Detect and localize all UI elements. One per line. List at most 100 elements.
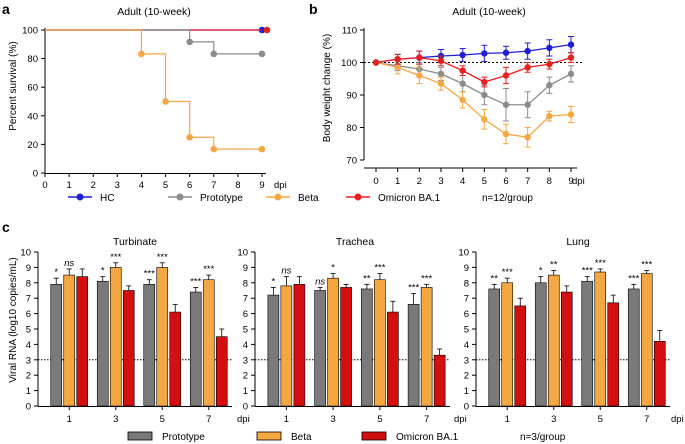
legend-marker-beta — [274, 193, 282, 201]
turbinate-y-tick-label: 2 — [26, 371, 31, 382]
trachea-significance-label: *** — [408, 283, 419, 294]
legend-label-omicron: Omicron BA.1 — [378, 193, 441, 204]
survival-point — [263, 26, 271, 34]
weight-x-tick-label: 7 — [525, 176, 530, 187]
weight-point — [459, 80, 466, 87]
legend-marker-omicron — [354, 193, 362, 201]
lung-y-tick-label: 5 — [464, 325, 469, 336]
trachea-y-tick-label: 9 — [243, 263, 248, 274]
viral-rna-y-label: Viral RNA (log10 copies/mL) — [8, 257, 19, 382]
lung-bar-beta — [640, 273, 653, 407]
trachea-y-tick-label: 6 — [243, 309, 248, 320]
weight-point — [416, 54, 423, 61]
lung-y-tick-label: 3 — [464, 355, 469, 366]
turbinate-significance-label: *** — [190, 276, 201, 287]
turbinate-bar-omicron-ba-1 — [122, 290, 135, 407]
turbinate-x-tick-label: 1 — [67, 414, 72, 425]
turbinate-significance-label: *** — [110, 252, 121, 263]
turbinate-y-tick-label: 8 — [26, 278, 31, 289]
weight-line-hc — [375, 43, 572, 64]
lung-significance-label: *** — [595, 258, 606, 269]
trachea-x-tick-label: 1 — [284, 414, 289, 425]
trachea-bar-beta — [374, 279, 386, 407]
lung-bar-omicron-ba-1 — [514, 305, 527, 407]
weight-point — [567, 70, 575, 78]
lung-y-tick-label: 10 — [458, 248, 469, 259]
lung-title: Lung — [566, 236, 590, 248]
survival-x-tick-label: 7 — [211, 180, 216, 191]
trachea-y-tick-label: 1 — [243, 386, 248, 397]
trachea-bar-prototype — [407, 304, 420, 407]
survival-point — [162, 98, 169, 105]
survival-y-label: Percent survival (%) — [8, 41, 19, 130]
lung-y-tick-label: 7 — [464, 294, 469, 305]
weight-point — [416, 72, 423, 79]
trachea-significance-label: * — [331, 263, 335, 274]
lung-x-tick-label: 5 — [598, 414, 603, 425]
lung-y-tick-label: 1 — [464, 386, 469, 397]
weight-y-tick-label: 70 — [346, 156, 357, 167]
weight-point — [481, 91, 488, 99]
lung-bar-beta — [501, 282, 514, 407]
turbinate-significance-label: *** — [203, 264, 214, 275]
trachea-x-dpi: dpi — [454, 414, 467, 425]
survival-y-tick-label: 0 — [33, 169, 38, 180]
legend-bottom-label-prototype: Prototype — [162, 432, 205, 443]
weight-y-tick-label: 90 — [346, 91, 357, 102]
trachea-y-tick-label: 10 — [237, 248, 248, 259]
trachea-bar-prototype — [267, 294, 280, 407]
lung-x-tick-label: 1 — [505, 414, 510, 425]
turbinate-y-tick-label: 10 — [20, 248, 31, 259]
turbinate-x-tick-label: 3 — [113, 414, 118, 425]
survival-line-prototype — [45, 29, 262, 55]
weight-y-tick-label: 100 — [341, 58, 357, 69]
weight-point — [481, 116, 488, 123]
lung-significance-label: *** — [628, 273, 639, 284]
lung-y-tick-label: 6 — [464, 309, 469, 320]
turbinate-bar-prototype — [96, 280, 109, 407]
survival-y-tick-label: 60 — [27, 83, 38, 94]
legend-marker-hc — [76, 193, 84, 201]
turbinate-bar-prototype — [189, 291, 202, 407]
trachea-y-tick-label: 5 — [243, 325, 248, 336]
survival-x-tick-label: 4 — [139, 180, 144, 191]
legend-marker-prototype — [176, 193, 184, 201]
weight-point — [524, 47, 531, 55]
lung-bar-prototype — [627, 288, 640, 407]
weight-point — [394, 64, 401, 71]
survival-x-tick-label: 5 — [163, 180, 168, 191]
turbinate-y-tick-label: 4 — [26, 340, 31, 351]
survival-y-tick-label: 100 — [22, 26, 38, 37]
turbinate-bar-omicron-ba-1 — [76, 276, 89, 407]
lung-y-tick-label: 9 — [464, 263, 469, 274]
weight-x-tick-label: 8 — [547, 176, 552, 187]
lung-bar-omicron-ba-1 — [560, 291, 573, 407]
lung-bar-omicron-ba-1 — [653, 341, 666, 407]
weight-x-tick-label: 1 — [395, 176, 400, 187]
turbinate-y-tick-label: 9 — [26, 263, 31, 274]
weight-y-tick-label: 80 — [346, 123, 357, 134]
turbinate-significance-label: *** — [144, 269, 155, 280]
trachea-bar-beta — [280, 285, 293, 407]
turbinate-bar-prototype — [50, 284, 63, 407]
weight-point — [546, 44, 553, 52]
turbinate-y-tick-label: 1 — [26, 386, 31, 397]
trachea-significance-label: *** — [421, 273, 432, 284]
trachea-bar-beta — [327, 277, 339, 407]
trachea-significance-label: ** — [363, 273, 371, 284]
survival-x-dpi: dpi — [274, 180, 287, 191]
weight-point — [437, 70, 445, 78]
weight-x-tick-label: 5 — [482, 176, 487, 187]
turbinate-y-tick-label: 5 — [26, 325, 31, 336]
trachea-y-tick-label: 8 — [243, 278, 248, 289]
lung-bar-beta — [594, 271, 607, 407]
lung-significance-label: ** — [550, 259, 558, 270]
survival-point — [258, 145, 266, 153]
weight-line-prototype — [375, 61, 572, 106]
lung-bar-prototype — [534, 282, 547, 407]
legend-bottom: Prototype Beta Omicron BA.1 n=3/group — [127, 431, 566, 443]
panel-label-c: c — [2, 219, 10, 235]
turbinate-bar-beta — [202, 279, 215, 407]
